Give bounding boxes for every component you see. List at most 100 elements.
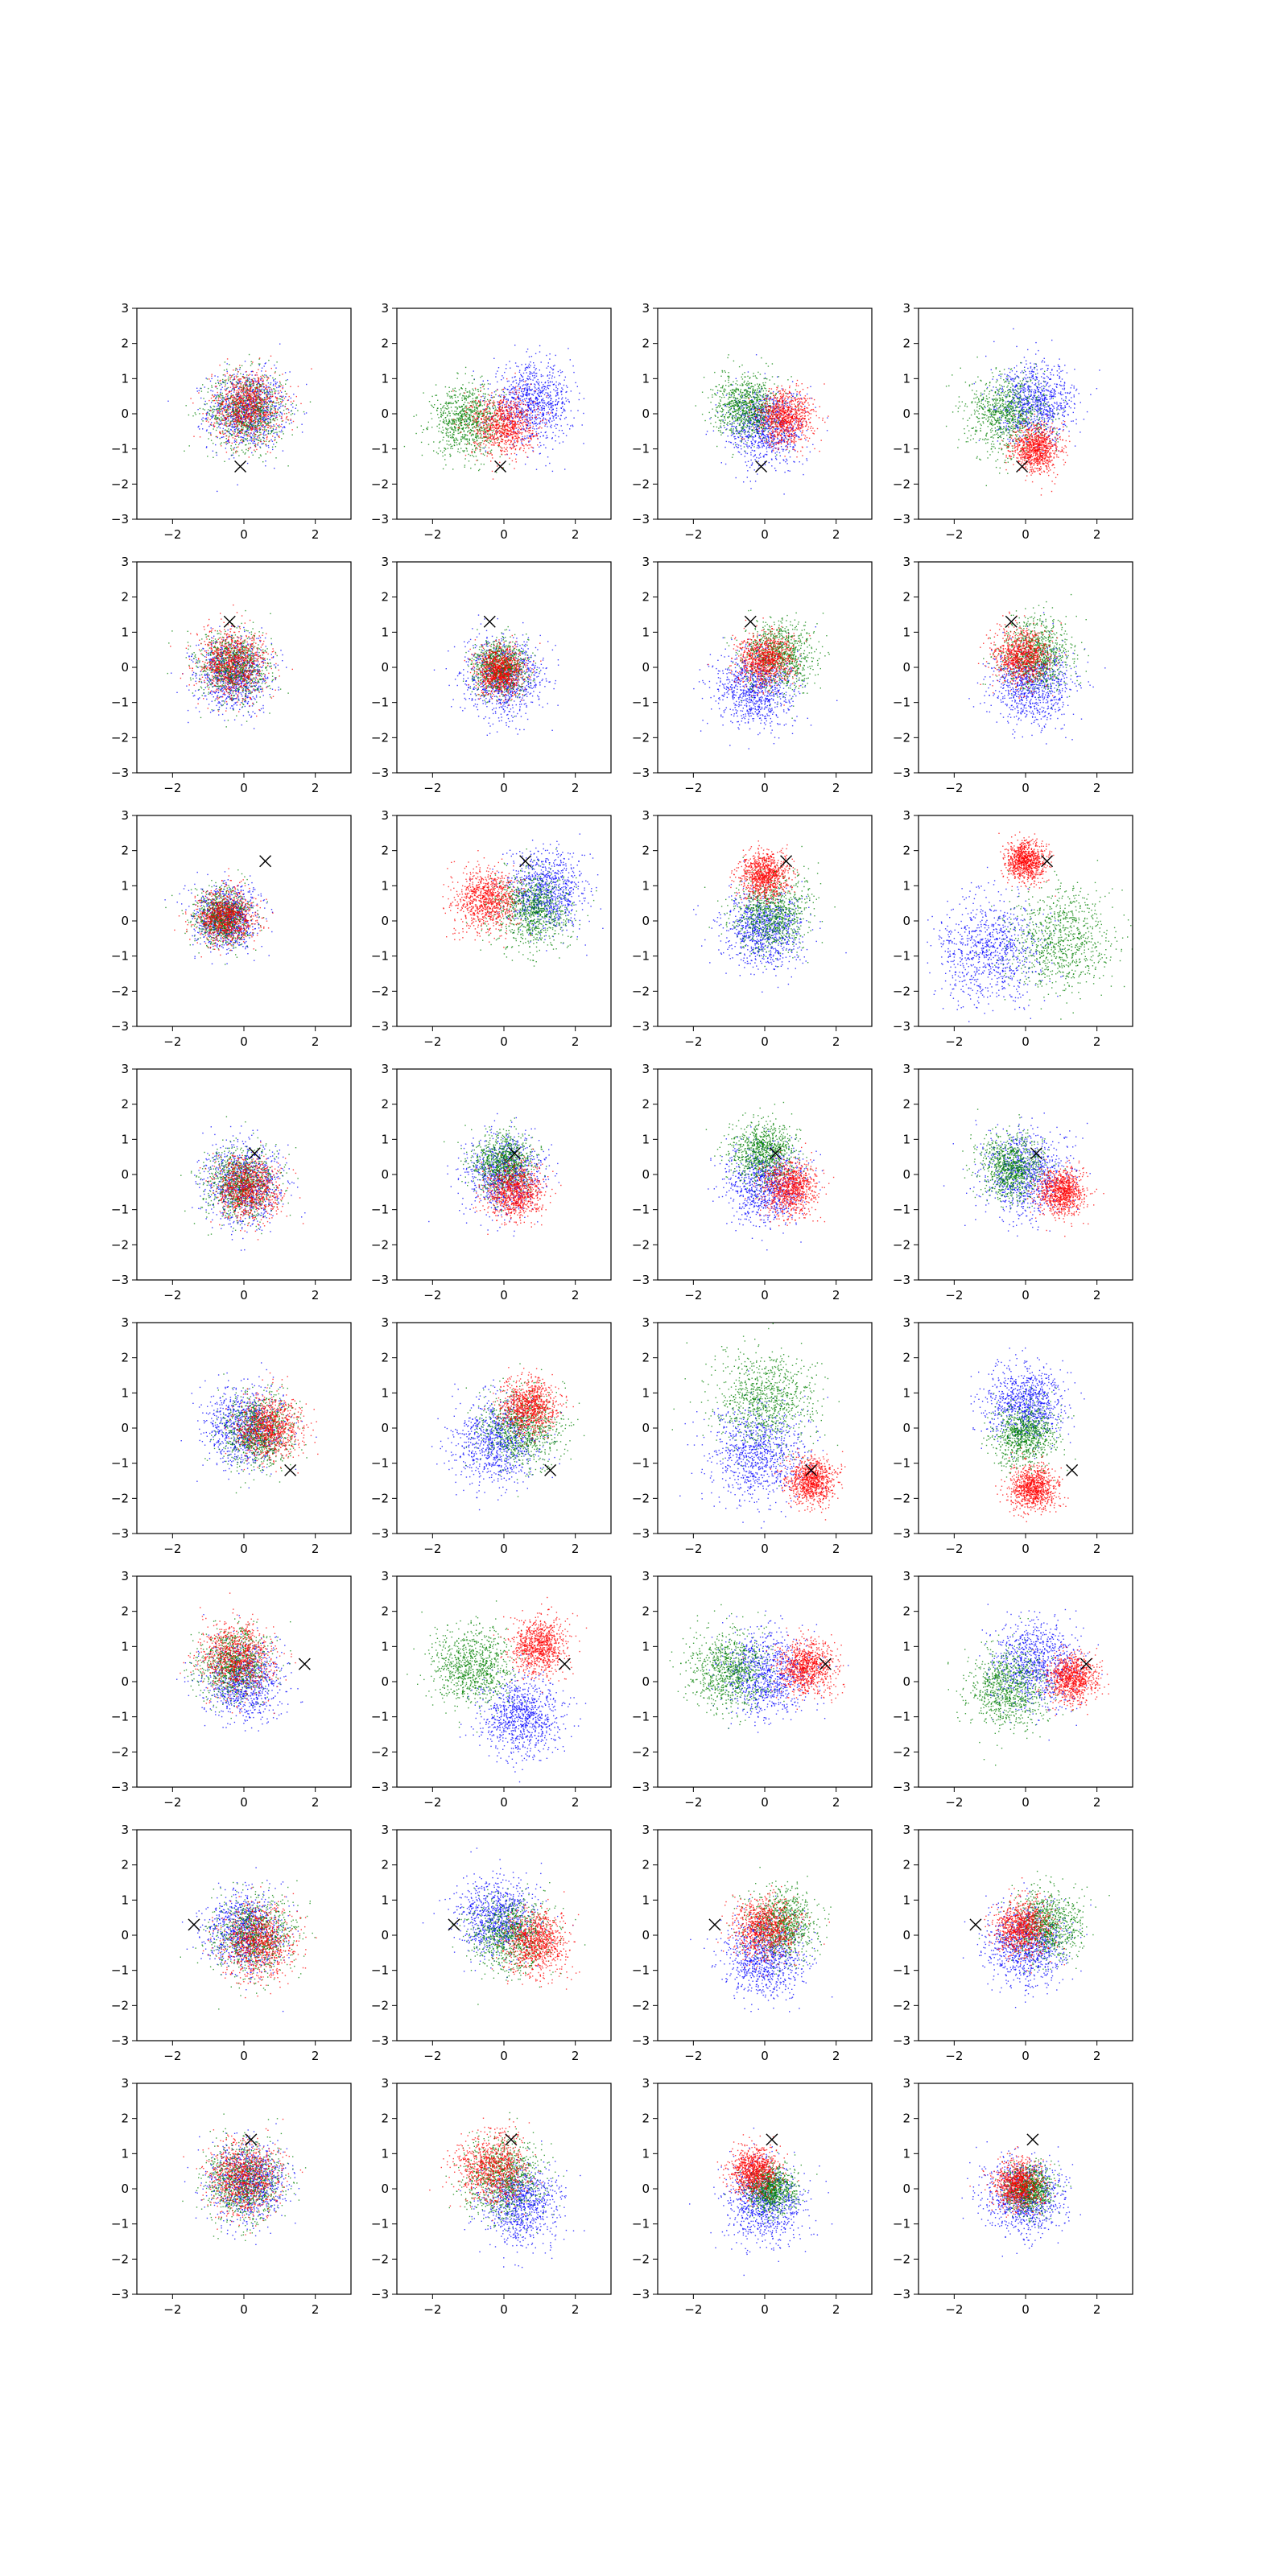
point	[579, 393, 580, 394]
point	[499, 433, 500, 434]
point	[251, 452, 252, 453]
point	[211, 407, 212, 408]
point	[522, 396, 523, 397]
point	[458, 429, 459, 430]
point	[269, 426, 270, 427]
point	[474, 409, 475, 410]
point	[254, 429, 255, 430]
point	[246, 424, 247, 425]
point	[500, 410, 501, 411]
point	[520, 404, 521, 405]
point	[487, 433, 488, 434]
point	[534, 371, 535, 372]
point	[241, 415, 242, 416]
point	[453, 431, 454, 432]
point	[544, 402, 545, 403]
point	[257, 384, 258, 385]
point	[247, 438, 248, 439]
point	[469, 407, 470, 408]
point	[245, 432, 246, 433]
point	[274, 410, 275, 411]
point	[236, 436, 237, 437]
point	[515, 398, 516, 399]
point	[274, 390, 275, 391]
point	[461, 417, 462, 418]
point	[303, 411, 304, 412]
point	[275, 368, 276, 369]
point	[246, 407, 247, 408]
point	[232, 420, 233, 421]
point	[531, 373, 532, 374]
point	[541, 410, 542, 411]
point	[526, 351, 527, 352]
point	[224, 406, 225, 407]
point	[255, 395, 256, 396]
point	[248, 448, 249, 449]
point	[242, 406, 243, 407]
point	[548, 362, 549, 363]
point	[548, 394, 549, 395]
point	[257, 432, 258, 433]
point	[515, 407, 516, 408]
point	[513, 393, 514, 394]
point	[249, 389, 250, 390]
point	[433, 407, 434, 408]
point	[483, 431, 484, 432]
point	[513, 421, 514, 422]
point	[256, 401, 257, 402]
point	[562, 412, 563, 413]
point	[439, 427, 440, 428]
point	[484, 409, 485, 410]
point	[456, 418, 457, 419]
point	[245, 417, 246, 418]
point	[238, 380, 239, 381]
point	[529, 414, 530, 415]
point	[232, 419, 233, 420]
point	[202, 420, 203, 421]
point	[233, 404, 234, 405]
point	[262, 429, 263, 430]
point	[239, 424, 240, 425]
point	[265, 465, 266, 466]
point	[272, 405, 273, 406]
point	[467, 402, 468, 403]
point	[492, 415, 493, 416]
point	[267, 427, 268, 428]
point	[228, 377, 229, 378]
point	[486, 436, 487, 437]
point	[466, 421, 467, 422]
point	[511, 384, 512, 385]
point	[533, 426, 534, 427]
point	[488, 401, 489, 402]
point	[546, 397, 547, 398]
point	[440, 451, 441, 452]
point	[224, 417, 225, 418]
point	[282, 414, 283, 415]
point	[524, 421, 525, 422]
point	[549, 404, 550, 405]
point	[241, 399, 242, 400]
point	[210, 424, 211, 425]
point	[552, 415, 553, 416]
point	[238, 420, 239, 421]
point	[263, 435, 264, 436]
point	[532, 400, 533, 401]
point	[507, 413, 508, 414]
point	[240, 431, 241, 432]
point	[575, 382, 576, 383]
point	[227, 358, 228, 359]
point	[477, 389, 478, 390]
point	[554, 426, 555, 427]
point	[536, 381, 537, 382]
point	[472, 424, 473, 425]
point	[255, 400, 256, 401]
point	[520, 416, 521, 417]
point	[553, 384, 554, 385]
point	[233, 432, 234, 433]
point	[548, 420, 549, 421]
point	[488, 442, 489, 443]
point	[531, 356, 532, 357]
point	[459, 452, 460, 453]
point	[508, 400, 509, 401]
point	[260, 432, 261, 433]
